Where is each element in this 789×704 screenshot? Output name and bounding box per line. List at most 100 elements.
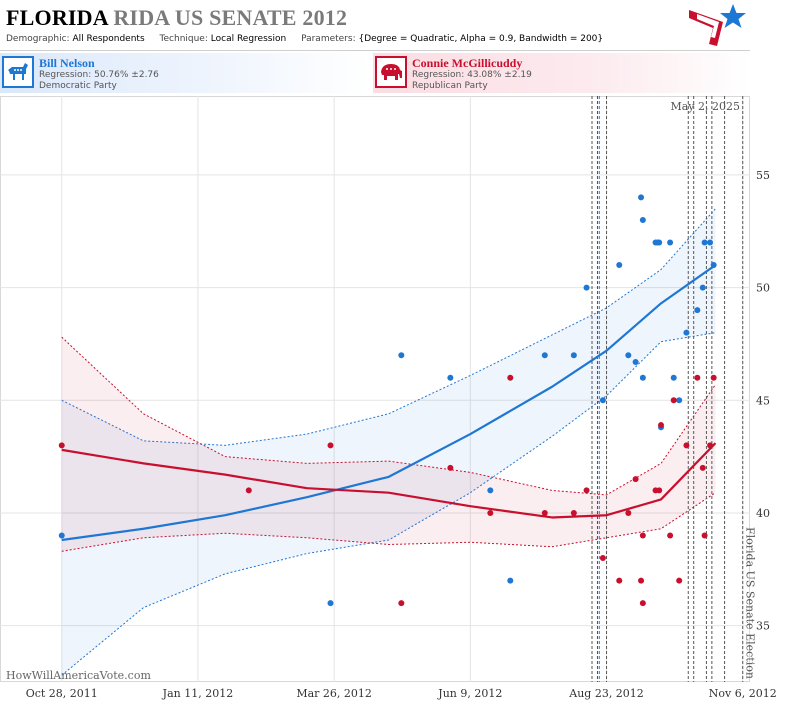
poll-point xyxy=(398,352,405,359)
poll-point xyxy=(327,442,334,449)
confidence-band xyxy=(61,337,716,552)
rep-regression: Regression: 43.08% ±2.19 xyxy=(412,70,532,80)
y-tick-label: 45 xyxy=(756,394,770,407)
poll-point xyxy=(670,397,677,404)
demographic-value: All Respondents xyxy=(72,34,145,44)
y-tick-label: 35 xyxy=(756,620,770,633)
poll-point xyxy=(58,532,65,539)
poll-point xyxy=(625,352,632,359)
poll-point xyxy=(507,374,514,381)
poll-point xyxy=(625,509,632,516)
plot-frame xyxy=(0,96,750,682)
poll-points xyxy=(58,194,717,607)
poll-point xyxy=(656,239,663,246)
chart-header: FLORIDA RIDA US SENATE 2012 Demographic:… xyxy=(0,0,750,50)
poll-point xyxy=(447,464,454,471)
parameters-line: Demographic: All Respondents Technique: … xyxy=(6,34,615,44)
x-tick-label: Jun 9, 2012 xyxy=(437,687,502,700)
poll-point xyxy=(632,476,639,483)
poll-point xyxy=(447,374,454,381)
chart-title: FLORIDA RIDA US SENATE 2012 xyxy=(6,5,347,31)
poll-point xyxy=(707,442,714,449)
regression-line xyxy=(61,442,717,519)
regression-lines xyxy=(61,264,717,542)
poll-point xyxy=(670,374,677,381)
technique-label: Technique: xyxy=(159,34,208,44)
poll-point xyxy=(699,464,706,471)
rep-party: Republican Party xyxy=(412,81,488,91)
candidate-card-dem: Bill Nelson Regression: 50.76% ±2.76 Dem… xyxy=(0,53,370,93)
poll-point xyxy=(398,600,405,607)
event-label: Florida US Senate Election xyxy=(744,527,757,679)
dem-regression: Regression: 50.76% ±2.76 xyxy=(39,70,159,80)
poll-point xyxy=(667,239,674,246)
poll-point xyxy=(639,532,646,539)
poll-point xyxy=(327,600,334,607)
poll-point xyxy=(639,374,646,381)
rep-candidate-name: Connie McGillicuddy xyxy=(412,56,523,70)
poll-point xyxy=(632,358,639,365)
poll-point xyxy=(639,216,646,223)
demographic-label: Demographic: xyxy=(6,34,70,44)
poll-point xyxy=(487,487,494,494)
poll-point xyxy=(245,487,252,494)
poll-point xyxy=(570,509,577,516)
y-tick-label: 50 xyxy=(756,282,770,295)
watermark: HowWillAmericaVote.com xyxy=(6,669,151,682)
poll-point xyxy=(658,422,665,429)
y-tick-label: 55 xyxy=(756,169,770,182)
elephant-icon xyxy=(375,56,407,88)
poll-point xyxy=(707,239,714,246)
poll-point xyxy=(507,577,514,584)
poll-point xyxy=(701,532,708,539)
x-tick-label: Jan 11, 2012 xyxy=(162,687,234,700)
axes: Oct 28, 2011 Jan 11, 2012 Mar 26, 2012 Jun … xyxy=(26,169,777,700)
poll-point xyxy=(701,239,708,246)
x-tick-label: Aug 23, 2012 xyxy=(568,687,644,700)
lower-bound-line xyxy=(61,492,716,552)
poll-point xyxy=(710,262,717,269)
poll-point xyxy=(656,487,663,494)
dem-candidate-name: Bill Nelson xyxy=(39,56,95,70)
poll-point xyxy=(599,555,606,562)
event-lines xyxy=(591,96,744,682)
poll-point xyxy=(683,329,690,336)
poll-point xyxy=(616,577,623,584)
x-tick-label: Mar 26, 2012 xyxy=(296,687,372,700)
x-tick-label: Nov 6, 2012 xyxy=(709,687,777,700)
poll-point xyxy=(583,487,590,494)
regression-line xyxy=(61,264,717,542)
upper-bound-line xyxy=(61,208,716,446)
poll-point xyxy=(583,284,590,291)
title-state: FLORIDA xyxy=(6,5,108,30)
parameters-value: {Degree = Quadratic, Alpha = 0.9, Bandwi… xyxy=(358,34,604,44)
x-tick-label: Oct 28, 2011 xyxy=(26,687,98,700)
confidence-bands xyxy=(61,208,716,676)
poll-point xyxy=(541,509,548,516)
poll-point xyxy=(599,397,606,404)
donkey-icon xyxy=(2,56,34,88)
confidence-band xyxy=(61,208,716,676)
y-tick-label: 40 xyxy=(756,507,770,520)
star-flag-logo-icon xyxy=(689,4,746,46)
date-label: May 2, 2025 xyxy=(670,100,740,113)
poll-point xyxy=(667,532,674,539)
poll-point xyxy=(638,577,645,584)
poll-point xyxy=(694,307,701,314)
dem-party: Democratic Party xyxy=(39,81,117,91)
poll-point xyxy=(58,442,65,449)
poll-point xyxy=(694,374,701,381)
parameters-label: Parameters: xyxy=(301,34,356,44)
poll-point xyxy=(676,577,683,584)
poll-point xyxy=(683,442,690,449)
poll-point xyxy=(638,194,645,201)
poll-point xyxy=(699,284,706,291)
poll-point xyxy=(676,397,683,404)
poll-point xyxy=(710,374,717,381)
poll-point xyxy=(639,600,646,607)
title-race: RIDA US SENATE 2012 xyxy=(113,5,348,30)
poll-point xyxy=(616,262,623,269)
poll-point xyxy=(487,509,494,516)
technique-value: Local Regression xyxy=(210,34,287,44)
poll-point xyxy=(570,352,577,359)
